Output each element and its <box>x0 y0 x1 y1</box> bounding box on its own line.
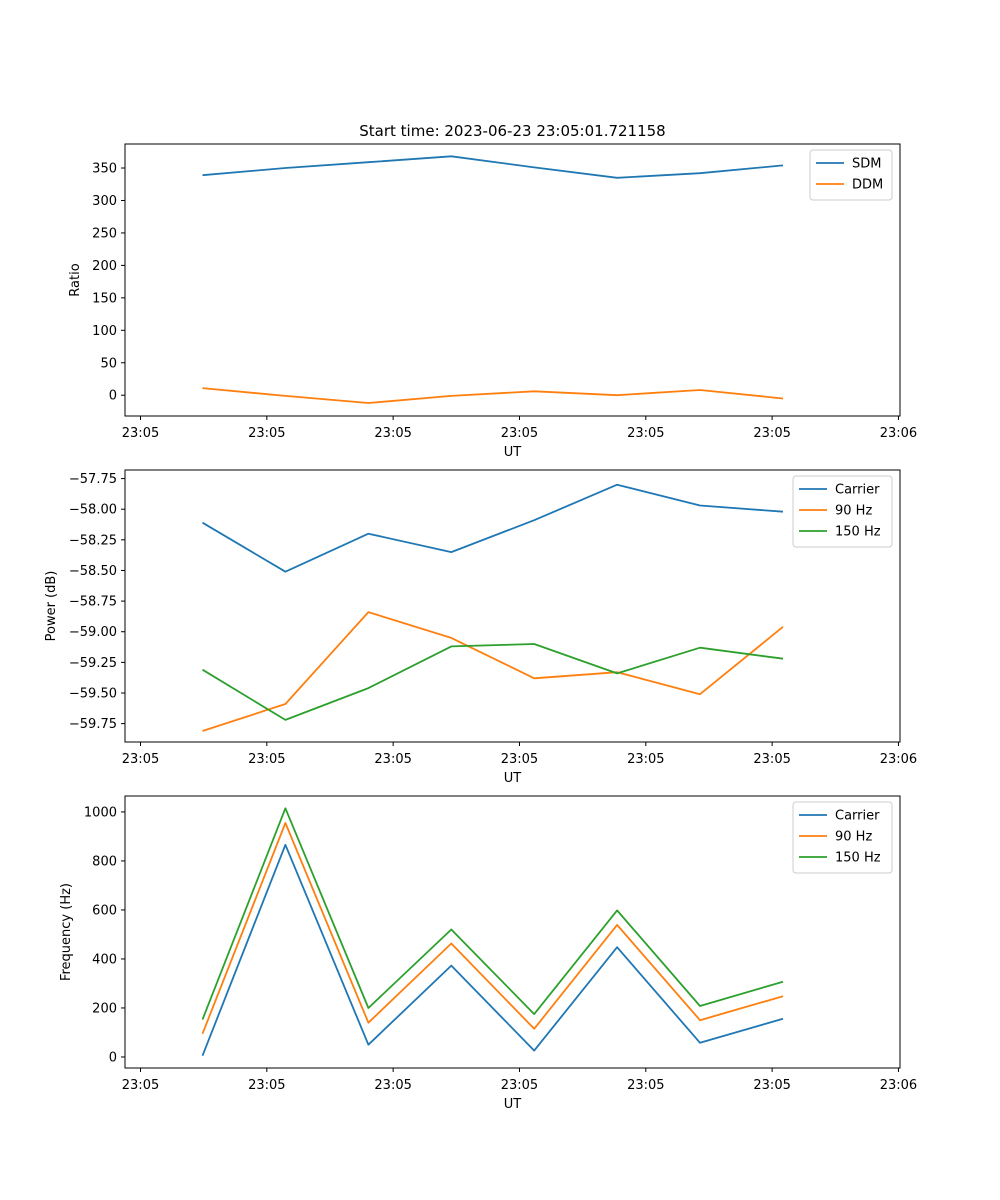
y-tick-label: 400 <box>92 952 117 967</box>
legend-box <box>792 801 893 874</box>
y-tick-label: 0 <box>109 1050 117 1065</box>
figure-title: Start time: 2023-06-23 23:05:01.721158 <box>359 122 665 140</box>
x-tick-label: 23:05 <box>374 752 411 767</box>
x-tick-label: 23:05 <box>248 1078 285 1093</box>
legend-label: Carrier <box>835 483 880 498</box>
x-axis-label: UT <box>504 771 522 786</box>
y-tick-label: −58.25 <box>69 533 117 548</box>
series-line-150-hz <box>202 643 784 721</box>
x-tick-label: 23:05 <box>627 426 664 441</box>
series-line-90-hz <box>202 611 784 732</box>
panel-frequency: 0 200 400 600 800 1000 23:05 23:05 23:05 23:05 23:… <box>59 795 917 1112</box>
x-axis-label: UT <box>504 445 522 460</box>
y-tick-label: 100 <box>92 324 117 339</box>
axes-frame <box>124 795 901 1069</box>
y-tick-label: −58.50 <box>69 564 117 579</box>
legend-label: DDM <box>852 178 883 193</box>
x-tick-label: 23:05 <box>753 1078 790 1093</box>
x-tick-label: 23:05 <box>753 752 790 767</box>
y-axis-label: Frequency (Hz) <box>59 883 74 981</box>
legend-label: 90 Hz <box>835 830 872 845</box>
y-tick-label: −57.75 <box>69 472 117 487</box>
legend-label: 150 Hz <box>835 525 881 540</box>
legend-label: 90 Hz <box>835 504 872 519</box>
legend: Carrier 90 Hz 150 Hz <box>792 801 893 874</box>
series-line-150-hz <box>201 807 784 1020</box>
y-axis-label: Ratio <box>68 263 83 296</box>
y-tick-label: 50 <box>100 356 117 371</box>
x-tick-label: 23:05 <box>374 1078 411 1093</box>
y-tick-label: −58.75 <box>69 595 117 610</box>
y-tick-label: 150 <box>92 291 117 306</box>
y-tick-label: −59.25 <box>69 656 117 671</box>
legend-label: SDM <box>852 157 881 172</box>
x-tick-label: 23:06 <box>880 1078 917 1093</box>
legend: Carrier 90 Hz 150 Hz <box>792 475 893 548</box>
y-tick-label: −59.75 <box>69 717 117 732</box>
y-tick-label: −59.00 <box>69 625 117 640</box>
x-tick-label: 23:06 <box>880 426 917 441</box>
x-tick-label: 23:05 <box>753 426 790 441</box>
x-tick-label: 23:05 <box>501 1078 538 1093</box>
y-tick-label: 600 <box>92 903 117 918</box>
y-axis-label: Power (dB) <box>44 571 59 642</box>
y-tick-label: 1000 <box>84 805 117 820</box>
x-axis-label: UT <box>504 1097 522 1112</box>
y-tick-label: 250 <box>92 226 117 241</box>
x-tick-label: 23:05 <box>627 752 664 767</box>
x-tick-label: 23:05 <box>122 426 159 441</box>
y-tick-label: 350 <box>92 162 117 177</box>
series-line-sdm <box>202 155 784 179</box>
y-tick-label: −59.50 <box>69 686 117 701</box>
legend-label: Carrier <box>835 809 880 824</box>
y-tick-label: 300 <box>92 194 117 209</box>
series-line-ddm <box>202 387 784 404</box>
series-line-carrier <box>202 483 784 573</box>
series-line-carrier <box>201 843 784 1057</box>
x-tick-label: 23:05 <box>122 1078 159 1093</box>
x-tick-label: 23:05 <box>501 752 538 767</box>
x-tick-label: 23:06 <box>880 752 917 767</box>
series-line-90-hz <box>201 822 784 1035</box>
x-tick-label: 23:05 <box>122 752 159 767</box>
panel-ratio: 0 50 100 150 200 250 300 350 23:05 23:05 23:05 23:0… <box>68 143 917 460</box>
y-tick-label: 200 <box>92 259 117 274</box>
legend-label: 150 Hz <box>835 851 881 866</box>
y-tick-label: −58.00 <box>69 503 117 518</box>
y-tick-label: 0 <box>109 389 117 404</box>
x-tick-label: 23:05 <box>374 426 411 441</box>
y-tick-label: 200 <box>92 1001 117 1016</box>
legend-box <box>792 475 893 548</box>
axes-frame <box>124 469 901 743</box>
x-tick-label: 23:05 <box>248 426 285 441</box>
y-tick-label: 800 <box>92 854 117 869</box>
panel-power: −59.75 −59.50 −59.25 −59.00 −58.75 −58.50 −58.… <box>44 469 917 786</box>
x-tick-label: 23:05 <box>627 1078 664 1093</box>
x-tick-label: 23:05 <box>248 752 285 767</box>
x-tick-label: 23:05 <box>501 426 538 441</box>
axes-frame <box>124 143 901 417</box>
legend: SDM DDM <box>809 149 893 201</box>
